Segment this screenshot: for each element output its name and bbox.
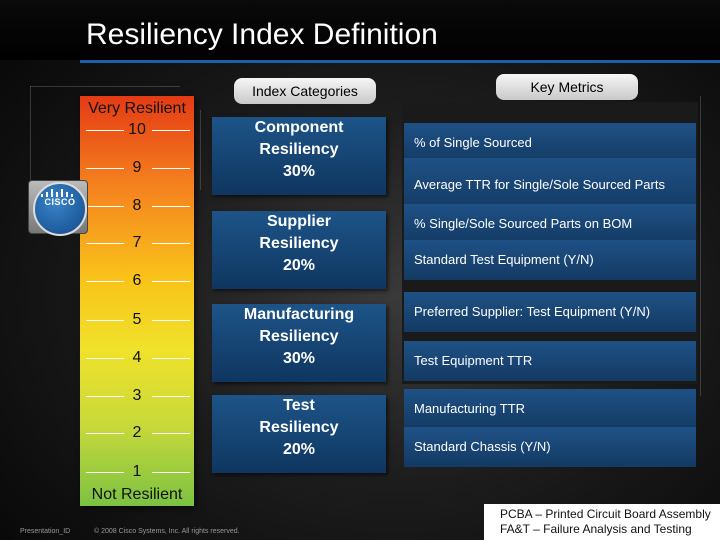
metric-item: Standard Test Equipment (Y/N): [404, 240, 696, 280]
category-test-resiliency: Test Resiliency 20%: [212, 395, 386, 473]
category-weight: 20%: [282, 257, 316, 274]
scale-tick-label: 7: [132, 234, 142, 251]
scale-tick-label: 10: [128, 121, 146, 138]
scale-tick-label: 9: [132, 159, 142, 176]
category-manufacturing-resiliency: Manufacturing Resiliency 30%: [212, 304, 386, 382]
resiliency-scale: Very Resilient 10 9 8 7 6 5 4 3 2 1 Not …: [80, 96, 194, 506]
metric-item: % of Single Sourced: [404, 123, 696, 163]
category-name: Component: [254, 119, 344, 136]
copyright-notice: © 2008 Cisco Systems, Inc. All rights re…: [94, 528, 240, 535]
metric-item: Preferred Supplier: Test Equipment (Y/N): [404, 292, 696, 332]
scale-tick: 6: [80, 271, 194, 291]
decor-line: [30, 86, 180, 87]
presentation-id: Presentation_ID: [20, 528, 71, 535]
scale-tick-label: 8: [132, 197, 142, 214]
title-underline: [80, 60, 720, 63]
scale-tick-label: 5: [132, 311, 142, 328]
scale-tick: 10: [80, 120, 194, 140]
category-name: Supplier: [266, 213, 331, 230]
category-name: Resiliency: [259, 419, 339, 436]
slide-title: Resiliency Index Definition: [86, 18, 438, 51]
title-bar: [0, 0, 720, 60]
scale-tick-label: 3: [132, 387, 142, 404]
key-metrics-header: Key Metrics: [496, 74, 638, 100]
scale-tick: 9: [80, 158, 194, 178]
scale-tick: 2: [80, 423, 194, 443]
scale-tick: 1: [80, 462, 194, 482]
scale-tick-label: 1: [132, 463, 142, 480]
scale-top-label: Very Resilient: [88, 100, 186, 117]
decor-line: [700, 96, 701, 396]
scale-tick: 3: [80, 386, 194, 406]
category-name: Manufacturing: [243, 306, 355, 323]
abbreviation-note-box: [484, 504, 720, 540]
category-name: Resiliency: [259, 235, 339, 252]
abbreviation-pcba: PCBA – Printed Circuit Board Assembly: [500, 507, 711, 521]
category-weight: 20%: [282, 441, 316, 458]
scale-tick: 5: [80, 310, 194, 330]
scale-bottom-label: Not Resilient: [91, 486, 183, 503]
scale-tick-label: 2: [132, 424, 142, 441]
category-component-resiliency: Component Resiliency 30%: [212, 117, 386, 195]
category-weight: 30%: [282, 350, 316, 367]
category-name: Test: [283, 397, 315, 414]
scale-tick-label: 4: [132, 349, 142, 366]
metric-item: Average TTR for Single/Sole Sourced Part…: [404, 158, 696, 212]
cisco-logo-icon: [33, 182, 87, 236]
index-categories-header: Index Categories: [234, 78, 376, 104]
metric-item: Test Equipment TTR: [404, 341, 696, 381]
metric-item: % Single/Sole Sourced Parts on BOM: [404, 204, 696, 244]
scale-tick-label: 6: [132, 272, 142, 289]
category-name: Resiliency: [259, 328, 339, 345]
scale-tick: 4: [80, 348, 194, 368]
category-supplier-resiliency: Supplier Resiliency 20%: [212, 211, 386, 289]
metric-item: Standard Chassis (Y/N): [404, 427, 696, 467]
logo-text: CISCO: [44, 197, 76, 207]
scale-tick: 7: [80, 233, 194, 253]
scale-tick: 8: [80, 196, 194, 216]
decor-line: [200, 110, 201, 190]
category-weight: 30%: [282, 163, 316, 180]
decor-line: [30, 86, 31, 186]
metric-item: Manufacturing TTR: [404, 389, 696, 429]
logo-bars-icon: [39, 189, 79, 197]
category-name: Resiliency: [259, 141, 339, 158]
abbreviation-fat: FA&T – Failure Analysis and Testing: [500, 522, 692, 536]
